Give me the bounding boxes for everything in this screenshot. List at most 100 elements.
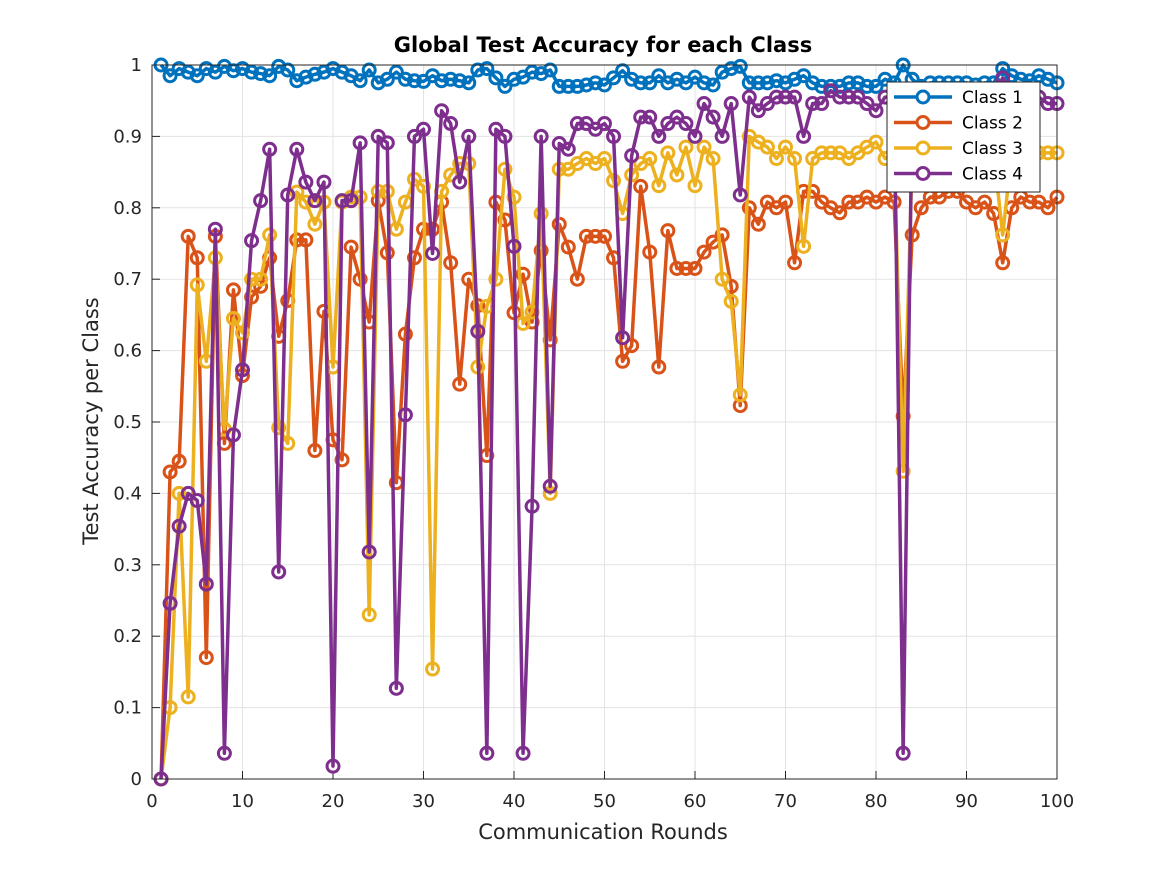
data-point bbox=[162, 68, 178, 84]
data-point bbox=[995, 61, 1011, 77]
data-point bbox=[732, 58, 748, 74]
data-point bbox=[280, 187, 296, 203]
data-point bbox=[615, 353, 631, 369]
data-point bbox=[669, 167, 685, 183]
data-point bbox=[325, 758, 341, 774]
data-point bbox=[1040, 96, 1056, 112]
data-point bbox=[823, 145, 839, 161]
data-point bbox=[406, 73, 422, 89]
data-point bbox=[307, 216, 323, 232]
data-point bbox=[379, 135, 395, 151]
data-point bbox=[388, 64, 404, 80]
data-point bbox=[606, 70, 622, 86]
data-point bbox=[696, 244, 712, 260]
data-point bbox=[750, 103, 766, 119]
data-point bbox=[687, 178, 703, 194]
data-point bbox=[271, 564, 287, 580]
data-point bbox=[1022, 194, 1038, 210]
data-point bbox=[796, 238, 812, 254]
data-point bbox=[307, 193, 323, 209]
data-point bbox=[298, 232, 314, 248]
data-point bbox=[787, 151, 803, 167]
data-point bbox=[334, 452, 350, 468]
legend-item: Class 3 bbox=[894, 139, 1023, 159]
data-point bbox=[687, 260, 703, 276]
data-point bbox=[587, 228, 603, 244]
data-point bbox=[551, 78, 567, 94]
data-point bbox=[995, 227, 1011, 243]
data-point bbox=[298, 194, 314, 210]
data-point bbox=[859, 96, 875, 112]
data-point bbox=[651, 68, 667, 84]
data-point bbox=[198, 650, 214, 666]
data-point bbox=[624, 338, 640, 354]
data-point bbox=[750, 216, 766, 232]
data-point bbox=[778, 194, 793, 210]
data-point bbox=[705, 77, 721, 93]
data-point bbox=[225, 282, 241, 298]
data-point bbox=[479, 61, 495, 77]
data-point bbox=[352, 135, 368, 151]
legend-item: Class 4 bbox=[894, 165, 1023, 185]
series-line bbox=[159, 76, 1057, 780]
data-point bbox=[542, 478, 558, 494]
data-point bbox=[416, 178, 431, 194]
data-point bbox=[533, 128, 549, 144]
data-point bbox=[814, 96, 830, 112]
x-tick-label: 10 bbox=[231, 791, 254, 812]
x-tick-label: 40 bbox=[503, 791, 526, 812]
data-point bbox=[397, 407, 413, 423]
data-point bbox=[705, 151, 721, 167]
data-point bbox=[642, 151, 658, 167]
legend-marker bbox=[915, 140, 931, 156]
data-point bbox=[578, 228, 594, 244]
data-point bbox=[506, 238, 522, 254]
legend-marker bbox=[915, 89, 931, 105]
data-point bbox=[198, 576, 214, 592]
data-point bbox=[443, 255, 459, 271]
data-point bbox=[569, 116, 585, 132]
data-point bbox=[732, 187, 748, 203]
data-point bbox=[506, 71, 522, 87]
data-point bbox=[443, 71, 459, 87]
data-point bbox=[515, 266, 531, 282]
data-point bbox=[316, 174, 332, 190]
data-point bbox=[406, 128, 422, 144]
data-point bbox=[515, 745, 531, 761]
data-point bbox=[443, 167, 459, 183]
data-point bbox=[262, 68, 278, 84]
data-point bbox=[660, 145, 676, 161]
data-point bbox=[669, 260, 685, 276]
data-point bbox=[895, 463, 911, 479]
data-point bbox=[597, 228, 612, 244]
legend-marker bbox=[915, 115, 931, 130]
data-point bbox=[280, 62, 296, 78]
data-point bbox=[651, 128, 667, 144]
data-point bbox=[597, 77, 612, 93]
data-point bbox=[768, 151, 784, 167]
data-point bbox=[723, 96, 739, 112]
data-point bbox=[642, 75, 658, 91]
data-point bbox=[542, 62, 558, 78]
data-point bbox=[488, 121, 504, 137]
data-point bbox=[696, 139, 712, 155]
data-point bbox=[696, 96, 712, 112]
axes-box bbox=[151, 64, 1058, 780]
data-point bbox=[787, 255, 803, 271]
data-point bbox=[334, 193, 350, 209]
data-point bbox=[750, 75, 766, 91]
data-point bbox=[379, 71, 395, 87]
x-tick-label: 60 bbox=[684, 791, 707, 812]
data-point bbox=[569, 78, 585, 94]
data-point bbox=[497, 161, 513, 177]
data-point bbox=[207, 221, 223, 237]
legend-label: Class 3 bbox=[962, 139, 1023, 159]
data-point bbox=[814, 145, 830, 161]
data-point bbox=[642, 109, 658, 125]
data-point bbox=[225, 310, 241, 326]
data-point bbox=[832, 205, 848, 221]
data-point bbox=[1040, 200, 1056, 216]
data-point bbox=[289, 184, 305, 200]
data-point bbox=[569, 271, 585, 287]
data-point bbox=[235, 362, 250, 378]
